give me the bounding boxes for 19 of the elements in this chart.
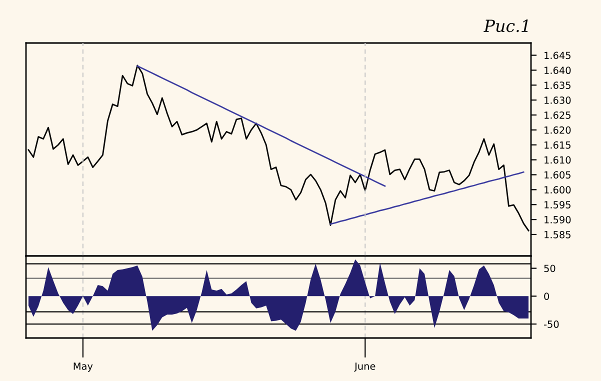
- x-tick-label: June: [354, 362, 376, 372]
- y-tick-label: -50: [544, 320, 559, 328]
- y-tick-label: 1.610: [544, 156, 571, 164]
- chart-title: Рис.1: [484, 20, 528, 32]
- y-tick-label: 1.615: [544, 141, 570, 149]
- y-tick-label: 1.625: [544, 111, 570, 119]
- y-tick-label: 1.640: [544, 66, 571, 74]
- y-tick-label: 1.595: [544, 201, 570, 208]
- y-tick-label: 1.600: [544, 186, 571, 194]
- y-tick-label: 1.585: [544, 230, 570, 238]
- y-tick-label: 1.630: [544, 96, 571, 104]
- y-tick-label: 0: [544, 292, 550, 300]
- y-tick-label: 1.590: [544, 216, 571, 224]
- x-tick-label: May: [74, 362, 93, 372]
- y-tick-label: 1.620: [544, 126, 571, 134]
- y-tick-label: 50: [544, 264, 556, 272]
- y-tick-label: 1.645: [544, 52, 570, 60]
- y-tick-label: 1.635: [544, 82, 570, 89]
- y-tick-label: 1.605: [544, 171, 570, 179]
